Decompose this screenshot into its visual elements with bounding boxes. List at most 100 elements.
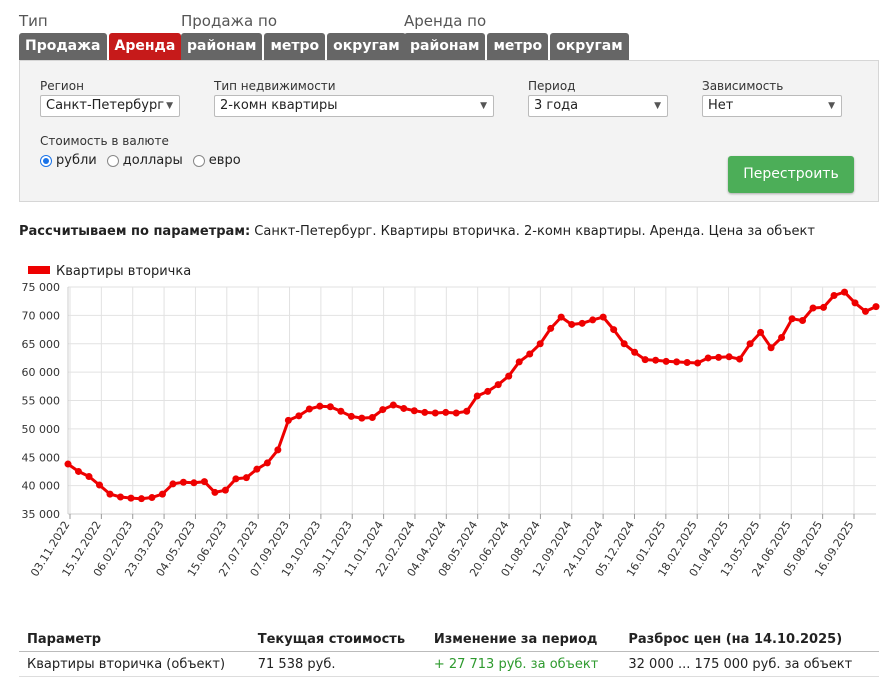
data-point [211, 488, 219, 496]
data-point [442, 408, 450, 416]
tab-rent[interactable]: Аренда [108, 33, 182, 60]
tab-sale-districts[interactable]: районам [181, 33, 263, 60]
radio-usd[interactable] [106, 154, 119, 167]
data-point [610, 326, 618, 334]
data-point [767, 344, 775, 352]
period-value: 3 года [534, 98, 579, 113]
tab-sale-metro[interactable]: метро [264, 33, 326, 60]
tab-rent-okrugs[interactable]: округам [550, 33, 629, 60]
data-point [641, 356, 649, 364]
data-point [820, 303, 828, 311]
data-point [652, 356, 660, 364]
data-point [274, 446, 282, 454]
period-label: Период [528, 79, 576, 93]
currency-usd-label: доллары [122, 153, 183, 168]
data-point [673, 358, 681, 366]
data-point [862, 307, 870, 315]
data-point [683, 358, 691, 366]
rebuild-button[interactable]: Перестроить [728, 156, 854, 193]
series-points [64, 288, 880, 503]
data-point [505, 372, 513, 380]
property-type-value: 2-комн квартиры [220, 98, 338, 113]
y-tick-label: 65 000 [22, 338, 61, 351]
period-select[interactable]: 3 года ▼ [528, 95, 668, 117]
data-point [589, 316, 597, 324]
currency-option-usd[interactable]: доллары [106, 153, 183, 168]
data-point [431, 409, 439, 417]
data-point [347, 412, 355, 420]
data-point [599, 313, 607, 321]
data-point [484, 387, 492, 395]
dependency-select[interactable]: Нет ▼ [702, 95, 842, 117]
chevron-down-icon: ▼ [654, 101, 661, 111]
radio-rub[interactable] [40, 154, 52, 167]
data-point [494, 381, 502, 389]
data-point [841, 288, 849, 296]
stats-table: Параметр Текущая стоимость Изменение за … [19, 627, 879, 677]
data-point [872, 303, 880, 311]
data-point [526, 350, 534, 358]
data-point [547, 324, 555, 332]
data-point [64, 460, 72, 468]
params-value: Санкт-Петербург. Квартиры вторичка. 2-ко… [254, 224, 815, 239]
property-type-select[interactable]: 2-комн квартиры ▼ [214, 95, 494, 117]
currency-radio-group: рубли доллары евро [40, 153, 251, 168]
data-point [232, 475, 240, 483]
data-point [746, 340, 754, 348]
legend: Квартиры вторичка [28, 264, 191, 279]
data-point [473, 392, 481, 400]
data-point [620, 340, 628, 348]
stats-cell-change: + 27 713 руб. за объект [425, 651, 621, 677]
data-point [557, 313, 565, 321]
data-point [305, 405, 313, 413]
data-point [704, 354, 712, 362]
params-line: Рассчитываем по параметрам: Санкт-Петерб… [19, 224, 815, 239]
data-point [116, 493, 124, 501]
chevron-down-icon: ▼ [828, 101, 835, 111]
data-point [694, 359, 702, 367]
data-point [463, 407, 471, 415]
data-point [809, 304, 817, 312]
tab-sale[interactable]: Продажа [19, 33, 107, 60]
y-tick-label: 40 000 [22, 480, 61, 493]
stats-cell-range: 32 000 ... 175 000 руб. за объект [620, 651, 879, 677]
stats-cell-param: Квартиры вторичка (объект) [19, 651, 250, 677]
data-point [568, 320, 576, 328]
series-line [67, 290, 877, 501]
region-value: Санкт-Петербург [46, 98, 165, 113]
data-point [778, 334, 786, 342]
y-tick-label: 70 000 [22, 309, 61, 322]
y-tick-label: 35 000 [22, 508, 61, 521]
data-point [295, 412, 303, 420]
data-point [662, 357, 670, 365]
currency-option-eur[interactable]: евро [192, 153, 241, 168]
currency-rub-label: рубли [56, 153, 97, 168]
chevron-down-icon: ▼ [166, 101, 173, 111]
data-point [536, 340, 544, 348]
tab-sale-okrugs[interactable]: округам [327, 33, 406, 60]
x-axis-ticks: 03.11.202215.12.202206.02.202323.03.2023… [28, 514, 857, 579]
stats-header-change: Изменение за период [425, 627, 621, 652]
radio-eur[interactable] [192, 154, 205, 167]
stats-header-range: Разброс цен (на 14.10.2025) [620, 627, 879, 652]
tab-rent-districts[interactable]: районам [404, 33, 486, 60]
sale-group-label: Продажа по [181, 12, 277, 30]
data-point [400, 404, 408, 412]
data-point [106, 490, 114, 498]
tab-rent-metro[interactable]: метро [487, 33, 549, 60]
data-point [830, 292, 838, 300]
region-select[interactable]: Санкт-Петербург ▼ [40, 95, 180, 117]
data-point [379, 406, 387, 414]
data-point [179, 478, 187, 486]
y-tick-label: 50 000 [22, 423, 61, 436]
filter-panel: Регион Санкт-Петербург ▼ Тип недвижимост… [19, 60, 879, 202]
data-point [421, 408, 429, 416]
data-point [631, 348, 639, 356]
y-tick-label: 45 000 [22, 451, 61, 464]
data-point [326, 403, 334, 411]
type-tabs: Продажа Аренда [19, 33, 182, 60]
data-point [389, 401, 397, 409]
type-group-label: Тип [19, 12, 48, 30]
currency-option-rub[interactable]: рубли [40, 153, 97, 168]
rent-tabs: районам метро округам [404, 33, 629, 60]
